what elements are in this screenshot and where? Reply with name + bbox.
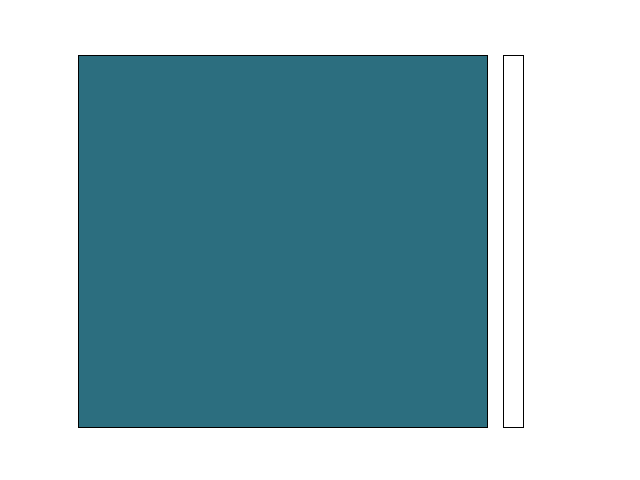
ionogram-heatmap-canvas [79,56,487,427]
ionogram-heatmap-axes [78,55,488,428]
colorbar [503,55,524,428]
colorbar-gradient [504,56,523,427]
